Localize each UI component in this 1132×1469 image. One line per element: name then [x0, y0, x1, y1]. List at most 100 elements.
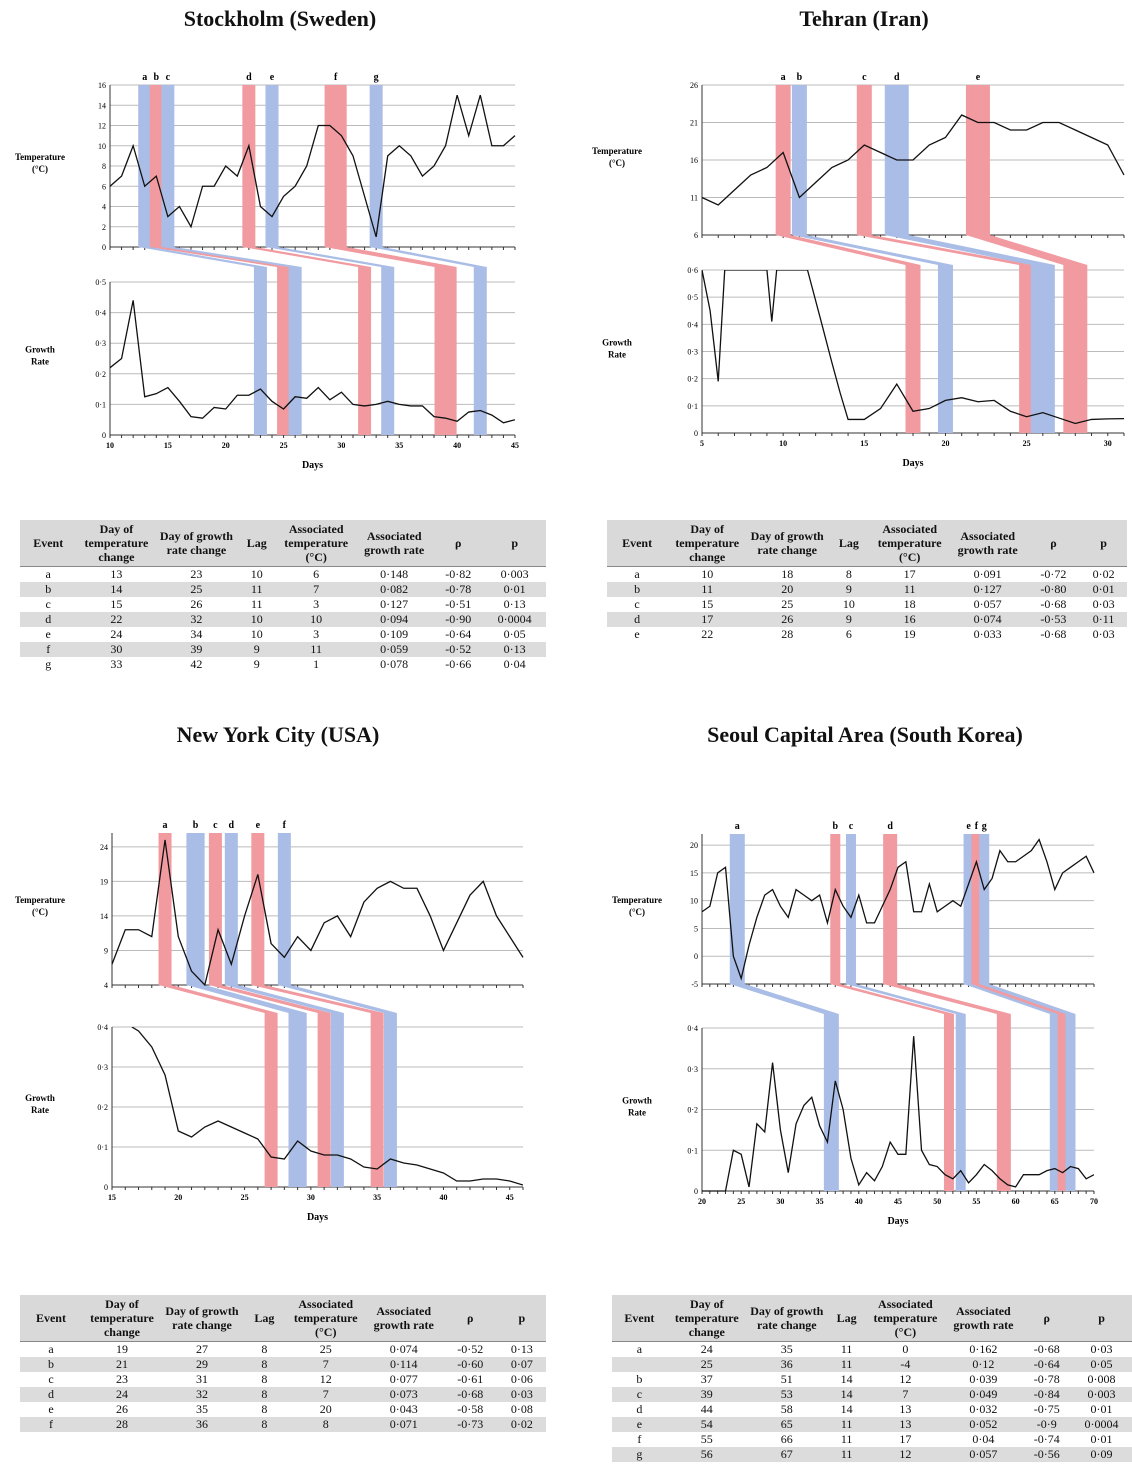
event-connector — [242, 247, 372, 267]
temp-tick-label: -5 — [691, 980, 698, 989]
table-cell: g — [45, 657, 52, 671]
table-cell: c — [612, 1387, 667, 1402]
temp-tick-label: 24 — [100, 843, 108, 852]
table-header-cell: ρ — [1026, 520, 1081, 567]
event-band-growth — [330, 1013, 344, 1187]
table-row: a 13 23 10 6 0·148 -0·82 0·003 — [20, 567, 546, 583]
table-cell: 35 — [195, 1402, 208, 1416]
x-tick-label: 45 — [894, 1197, 902, 1206]
table-cell: 11 — [826, 1447, 867, 1462]
table-cell: 0·07 — [497, 1357, 546, 1372]
temp-axis-label: Temperature — [612, 895, 662, 905]
temp-tick-label: 5 — [694, 924, 698, 933]
x-tick-label: 25 — [737, 1197, 745, 1206]
table-cell: 67 — [746, 1447, 827, 1462]
table-cell: 0·091 — [973, 567, 1002, 581]
growth-tick-label: 0·3 — [95, 339, 106, 348]
table-row: b 21 29 8 7 0·114 -0·60 0·07 — [20, 1357, 546, 1372]
table-cell: 0·059 — [355, 642, 434, 657]
table-cell: -4 — [866, 1357, 945, 1372]
table-cell: d — [636, 1402, 643, 1416]
table-row: c 39 53 14 7 0·049 -0·84 0·003 — [612, 1387, 1132, 1402]
temperature-series-line — [109, 94, 516, 238]
x-tick-label: 10 — [779, 439, 787, 448]
table-header-cell: p — [1071, 1295, 1132, 1342]
table-cell: e — [612, 1417, 667, 1432]
temp-tick-label: 15 — [690, 869, 698, 878]
event-label: a — [163, 820, 168, 831]
temp-tick-label: 10 — [98, 142, 106, 151]
x-tick-label: 20 — [222, 441, 230, 450]
table-cell: 30 — [76, 642, 157, 657]
event-connector — [845, 984, 966, 1014]
table-cell: 0·057 — [973, 597, 1002, 611]
table-cell: 65 — [746, 1417, 827, 1432]
x-tick-label: 40 — [855, 1197, 863, 1206]
table-row: a 10 18 8 17 0·091 -0·72 0·02 — [607, 567, 1127, 583]
table-cell: 0·039 — [969, 1372, 998, 1386]
temperature-series-line — [701, 114, 1125, 206]
table-cell: 22 — [76, 612, 157, 627]
table-header-cell: Associated growth rate — [355, 520, 434, 567]
event-band-growth — [381, 267, 395, 435]
event-band-growth — [317, 1013, 331, 1187]
growth-tick-label: 0 — [104, 1183, 108, 1192]
event-label: a — [142, 72, 147, 83]
chart-nyc: 4 9 14 19 24 0 0·1 0·2 0·3 0·4 15 20 25 30 35 40 45 a b c d e… — [15, 820, 524, 1223]
table-cell: 17 — [903, 567, 916, 581]
table-cell: 7 — [286, 1357, 365, 1372]
temp-tick-label: 20 — [690, 841, 698, 850]
table-cell: 33 — [110, 657, 123, 671]
event-band-growth — [937, 265, 953, 433]
table-header-cell: p — [483, 520, 546, 567]
table-cell: 0·032 — [969, 1402, 998, 1416]
table-cell: b — [607, 582, 668, 597]
event-connector — [979, 984, 1076, 1014]
event-label: c — [849, 821, 854, 832]
table-cell: 26 — [115, 1402, 128, 1416]
x-tick-label: 45 — [511, 441, 519, 450]
table-cell: 36 — [746, 1357, 827, 1372]
table-cell: -0·73 — [442, 1417, 498, 1432]
temp-tick-label: 8 — [102, 162, 106, 171]
table-cell: -0·64 — [1022, 1357, 1072, 1372]
table-header-cell: Day of growth rate change — [156, 520, 237, 567]
x-axis-label: Days — [307, 1212, 328, 1223]
event-label: g — [374, 72, 379, 83]
x-tick-label: 30 — [1104, 439, 1112, 448]
table-cell: 15 — [701, 597, 714, 611]
table-cell: a — [634, 567, 640, 581]
event-band-temp — [963, 834, 974, 984]
table-cell: 0·01 — [1090, 1402, 1113, 1416]
table-cell: 18 — [781, 567, 794, 581]
table-row: e 26 35 8 20 0·043 -0·58 0·08 — [20, 1402, 546, 1417]
temp-tick-label: 10 — [690, 897, 698, 906]
event-label: c — [166, 72, 171, 83]
table-cell: -0·84 — [1022, 1387, 1072, 1402]
x-tick-label: 10 — [106, 441, 114, 450]
table-cell: 24 — [81, 1387, 162, 1402]
table-cell: 20 — [747, 582, 828, 597]
event-band-temp — [845, 834, 856, 984]
table-row: e 24 34 10 3 0·109 -0·64 0·05 — [20, 627, 546, 642]
temp-axis-label: (°C) — [32, 907, 48, 917]
event-connector — [324, 247, 457, 267]
x-tick-label: 35 — [395, 441, 403, 450]
table-cell: 44 — [700, 1402, 713, 1416]
event-band-temp — [251, 833, 265, 985]
event-band-growth — [253, 267, 267, 435]
table-header-cell: p — [1080, 520, 1127, 567]
table-cell: 0·12 — [944, 1357, 1023, 1372]
event-band-growth — [277, 267, 291, 435]
event-band-growth — [358, 267, 372, 435]
x-tick-label: 20 — [698, 1197, 706, 1206]
event-label: f — [283, 820, 287, 831]
table-cell: 7 — [866, 1387, 945, 1402]
table-cell: -0·52 — [457, 1342, 484, 1356]
event-band-growth — [370, 1013, 384, 1187]
table-cell: d — [607, 612, 668, 627]
table-cell: 11 — [840, 1432, 853, 1446]
growth-series-line — [131, 1027, 523, 1186]
table-header-cell: Lag — [827, 520, 871, 567]
table-row: b 14 25 11 7 0·082 -0·78 0·01 — [20, 582, 546, 597]
